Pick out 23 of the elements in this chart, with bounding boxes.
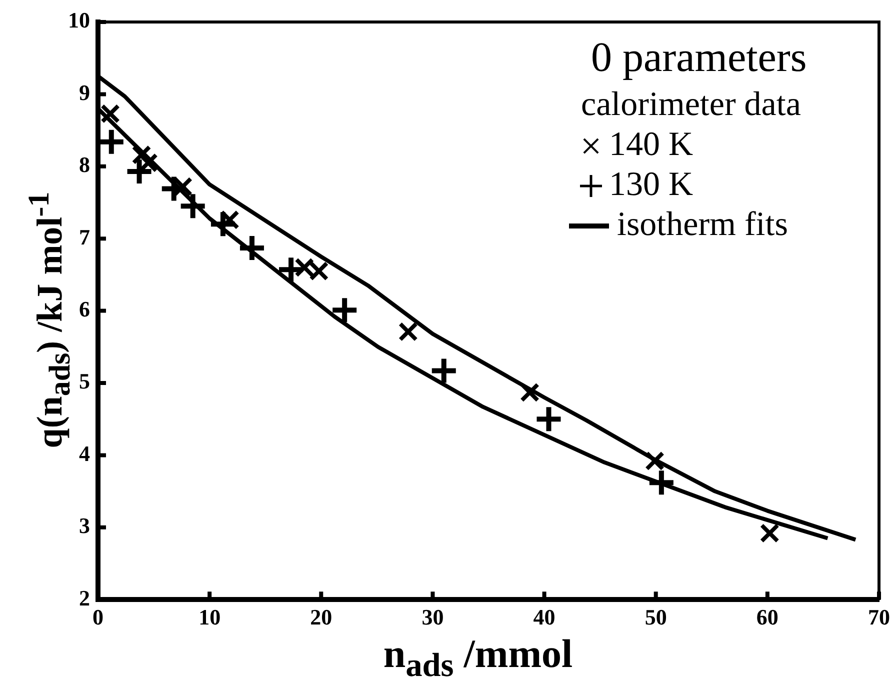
y-tick-label: 6 <box>79 296 90 322</box>
x-tick-label: 20 <box>310 604 332 630</box>
x-tick-label: 60 <box>756 604 778 630</box>
y-tick-label: 8 <box>79 152 90 178</box>
legend-label: 130 K <box>609 166 694 203</box>
annotation: 0 parameters <box>591 35 807 82</box>
legend-label: 140 K <box>609 126 694 163</box>
x-tick-label: 70 <box>868 604 890 630</box>
y-tick-label: 3 <box>79 513 90 538</box>
y-tick-label: 5 <box>79 368 90 394</box>
y-tick-label: 9 <box>79 80 90 105</box>
y-tick-label: 2 <box>79 585 90 610</box>
x-tick-label: 0 <box>92 604 104 630</box>
x-tick-label: 50 <box>644 604 667 630</box>
legend-title: calorimeter data <box>581 86 801 123</box>
x-tick-label: 40 <box>533 604 556 630</box>
x-tick-label: 30 <box>422 604 444 630</box>
y-tick-label: 7 <box>79 224 90 250</box>
y-tick-label: 10 <box>68 8 90 33</box>
legend-label: isotherm fits <box>617 206 788 243</box>
x-axis-title: n$_{ads}$ /mmol <box>382 630 574 685</box>
x-tick-label: 10 <box>198 604 221 630</box>
y-tick-label: 4 <box>79 440 90 466</box>
